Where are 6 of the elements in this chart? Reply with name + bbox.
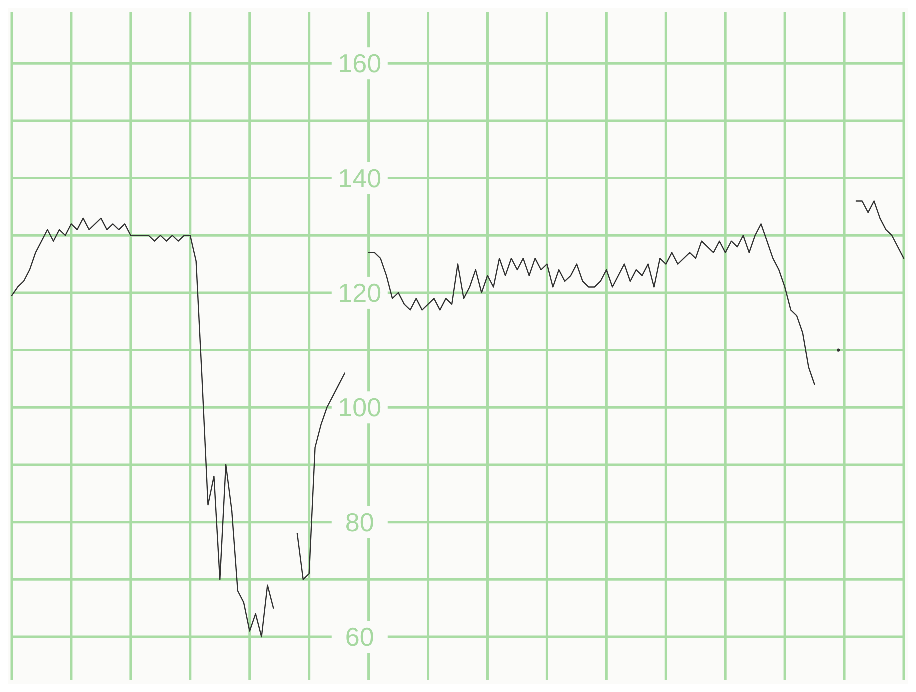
y-tick-label: 160: [338, 48, 382, 79]
y-tick-label: 60: [345, 622, 374, 652]
y-tick-label: 80: [345, 507, 374, 538]
y-tick-label: 140: [338, 163, 382, 194]
y-tick-label: 120: [338, 278, 382, 308]
y-tick-label: 100: [338, 392, 382, 423]
